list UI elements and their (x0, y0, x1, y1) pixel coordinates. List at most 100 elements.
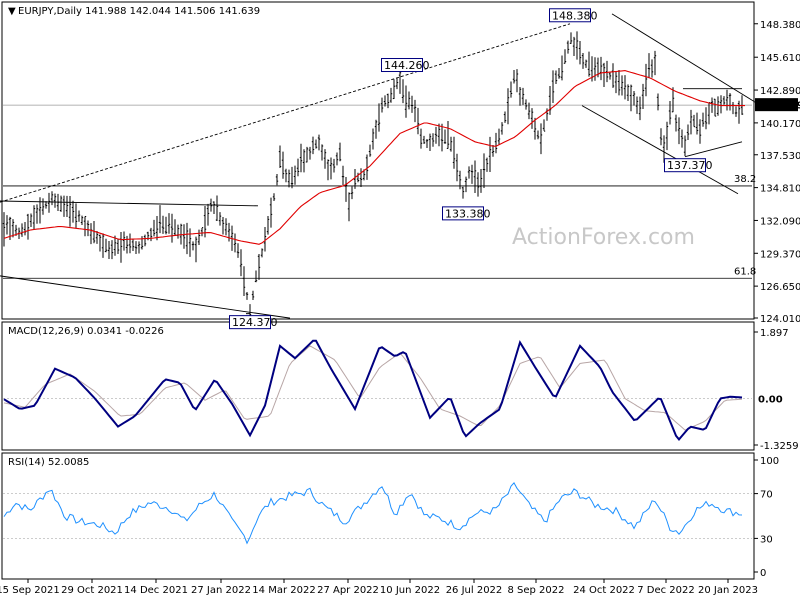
x-tick-label: 14 Mar 2022 (252, 585, 315, 596)
chart-header-symbol: EURJPY,Daily 141.988 142.044 141.506 141… (18, 6, 260, 17)
price-bar (143, 234, 147, 247)
price-bar (218, 212, 222, 226)
price-bar (566, 40, 570, 54)
macd-value-tag (754, 391, 786, 406)
price-y-tick-label: 124.010 (760, 314, 800, 325)
price-bar (53, 193, 57, 208)
price-bar (326, 159, 330, 181)
price-bar (26, 213, 30, 240)
price-bar (635, 96, 639, 114)
price-bar (65, 195, 69, 217)
x-tick-label: 26 Jul 2022 (446, 585, 503, 596)
price-bar (347, 192, 351, 222)
price-label-box (229, 315, 271, 330)
price-bar (281, 151, 285, 179)
price-bar (44, 201, 48, 209)
price-bar (104, 238, 108, 253)
price-bar (722, 96, 726, 105)
price-panel-frame (1, 1, 755, 320)
price-bar (98, 234, 102, 252)
price-bar (539, 123, 543, 155)
price-bar (113, 235, 117, 256)
price-bar (170, 213, 174, 243)
price-bar (239, 249, 243, 277)
price-bar (62, 195, 66, 217)
price-bar (695, 112, 699, 135)
price-bar (476, 172, 480, 197)
price-bar (740, 95, 744, 115)
x-tick-label: 15 Sep 2021 (0, 585, 60, 596)
price-panel: 148.380 145.610 142.890 140.170 137.530 134.8… (0, 8, 800, 330)
price-bar (677, 117, 681, 145)
x-tick-label: 10 Jun 2022 (380, 585, 440, 596)
price-bar (614, 71, 618, 94)
price-bar (107, 240, 111, 260)
rsi-title: RSI(14) 52.0085 (8, 457, 89, 468)
price-bar (482, 153, 486, 189)
price-bar (92, 220, 96, 244)
price-bar (359, 168, 363, 188)
price-bar (737, 100, 741, 124)
rsi-panel: RSI(14) 52.0085 100 70 30 0 (3, 456, 779, 579)
price-bar (41, 198, 45, 215)
price-bar (500, 122, 504, 135)
price-bar (380, 97, 384, 113)
price-bar (581, 53, 585, 69)
price-bar (512, 69, 516, 84)
price-bar (74, 203, 78, 228)
price-bar (671, 87, 675, 113)
price-label-box (664, 158, 706, 173)
price-bar (305, 146, 309, 163)
price-bar (122, 231, 126, 251)
price-bar (413, 99, 417, 123)
price-bar (215, 195, 219, 221)
price-bar (290, 166, 294, 189)
price-bar (626, 84, 630, 101)
price-bar (623, 75, 627, 100)
price-bar (323, 149, 327, 169)
price-label-text: 133.380 (445, 207, 491, 220)
price-bar (428, 133, 432, 151)
price-bar (203, 206, 207, 238)
price-bar (275, 173, 279, 186)
price-bar (470, 164, 474, 184)
price-bar (560, 55, 564, 81)
price-bar (254, 270, 258, 283)
price-bar (464, 176, 468, 193)
price-bar (509, 81, 513, 98)
price-bar (272, 193, 276, 201)
price-bar (38, 197, 42, 224)
price-bar (95, 230, 99, 244)
price-bar (491, 145, 495, 157)
price-y-tick-label: 148.380 (760, 20, 800, 31)
trend-line (581, 105, 739, 195)
price-bar (650, 59, 654, 78)
price-bar (416, 107, 420, 135)
x-tick-label: 8 Sep 2022 (507, 585, 564, 596)
price-y-tick-label: 140.170 (760, 119, 800, 130)
price-bar (308, 146, 312, 160)
price-bar (587, 51, 591, 77)
moving-average-line (3, 70, 745, 245)
price-bar (503, 111, 507, 123)
macd-title: MACD(12,26,9) 0.0341 -0.0226 (8, 326, 164, 337)
price-bar (488, 136, 492, 173)
price-label-text: 137.370 (667, 159, 713, 172)
price-bar (245, 292, 249, 300)
price-y-tick-label: 132.090 (760, 216, 800, 227)
price-bar (293, 165, 297, 185)
x-tick-label: 27 Apr 2022 (317, 585, 379, 596)
price-bar (47, 192, 51, 213)
price-y-tick-label: 134.810 (760, 184, 800, 195)
price-bar (458, 170, 462, 190)
price-bar (659, 128, 663, 146)
price-bar (710, 97, 714, 113)
price-bar (197, 229, 201, 246)
price-y-tick-label: 129.370 (760, 249, 800, 260)
price-bar (320, 144, 324, 161)
x-axis: 15 Sep 2021 29 Oct 2021 14 Dec 2021 27 Jan … (0, 579, 758, 596)
trend-line (0, 275, 291, 319)
price-bar (443, 129, 447, 144)
price-bar (680, 129, 684, 148)
